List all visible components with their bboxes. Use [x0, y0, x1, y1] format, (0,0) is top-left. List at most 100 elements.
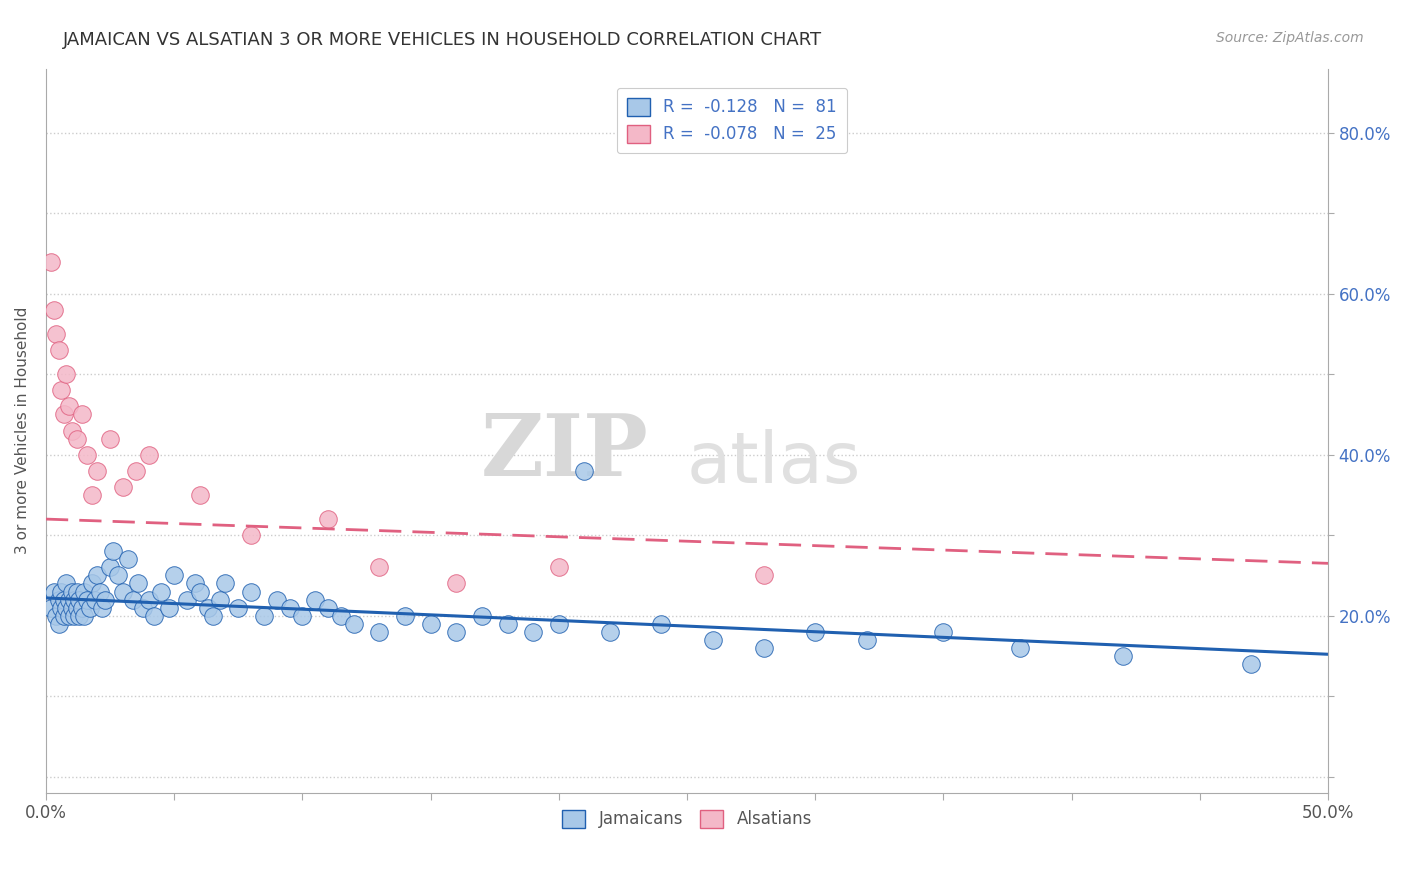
Point [60, 600, 83, 615]
Point [67, 592, 90, 607]
Point [214, 576, 236, 591]
Point [650, 616, 672, 631]
Point [51, 384, 73, 398]
Point [599, 624, 621, 639]
Point [73, 584, 96, 599]
Point [63, 608, 86, 623]
Point [138, 592, 160, 607]
Point [42, 302, 65, 317]
Point [157, 600, 180, 615]
Point [304, 592, 326, 607]
Point [79, 600, 101, 615]
Point [471, 608, 494, 623]
Point [58, 592, 80, 607]
Legend: Jamaicans, Alsatians: Jamaicans, Alsatians [555, 803, 818, 835]
Point [329, 608, 352, 623]
Point [122, 592, 145, 607]
Point [52, 608, 75, 623]
Point [150, 584, 173, 599]
Point [60, 424, 83, 438]
Point [419, 616, 441, 631]
Point [48, 343, 70, 358]
Point [291, 608, 314, 623]
Point [125, 464, 148, 478]
Point [368, 560, 391, 574]
Point [343, 616, 366, 631]
Point [446, 624, 468, 639]
Point [98, 432, 121, 446]
Point [94, 592, 117, 607]
Point [70, 408, 93, 422]
Point [55, 368, 77, 382]
Point [45, 326, 67, 341]
Point [51, 600, 73, 615]
Point [226, 600, 249, 615]
Point [547, 616, 569, 631]
Point [58, 400, 80, 414]
Point [86, 464, 108, 478]
Text: atlas: atlas [688, 429, 862, 498]
Point [48, 592, 70, 607]
Point [496, 616, 519, 631]
Point [702, 632, 724, 647]
Text: JAMAICAN VS ALSATIAN 3 OR MORE VEHICLES IN HOUSEHOLD CORRELATION CHART: JAMAICAN VS ALSATIAN 3 OR MORE VEHICLES … [63, 31, 823, 49]
Point [52, 408, 75, 422]
Point [82, 488, 104, 502]
Point [51, 584, 73, 599]
Point [188, 584, 211, 599]
Point [316, 600, 339, 615]
Point [240, 584, 263, 599]
Point [547, 560, 569, 574]
Point [66, 600, 89, 615]
Text: Source: ZipAtlas.com: Source: ZipAtlas.com [1216, 31, 1364, 45]
Point [394, 608, 416, 623]
Point [176, 592, 198, 607]
Point [52, 592, 75, 607]
Point [188, 488, 211, 502]
Point [197, 600, 219, 615]
Point [266, 592, 288, 607]
Point [89, 584, 111, 599]
Point [45, 608, 67, 623]
Point [111, 480, 134, 494]
Point [278, 600, 301, 615]
Point [73, 608, 96, 623]
Point [107, 568, 129, 582]
Point [82, 576, 104, 591]
Point [101, 544, 124, 558]
Y-axis label: 3 or more Vehicles in Household: 3 or more Vehicles in Household [15, 307, 30, 554]
Point [855, 632, 877, 647]
Point [522, 624, 544, 639]
Text: ZIP: ZIP [481, 410, 648, 494]
Point [42, 584, 65, 599]
Point [66, 584, 89, 599]
Point [63, 592, 86, 607]
Point [316, 512, 339, 526]
Point [446, 576, 468, 591]
Point [76, 592, 98, 607]
Point [117, 552, 139, 566]
Point [98, 560, 121, 574]
Point [574, 464, 596, 478]
Point [83, 592, 105, 607]
Point [1112, 648, 1135, 663]
Point [55, 576, 77, 591]
Point [163, 568, 186, 582]
Point [76, 448, 98, 462]
Point [201, 608, 224, 623]
Point [58, 608, 80, 623]
Point [60, 584, 83, 599]
Point [66, 432, 89, 446]
Point [55, 600, 77, 615]
Point [39, 600, 62, 615]
Point [132, 600, 155, 615]
Point [804, 624, 827, 639]
Point [127, 576, 149, 591]
Point [253, 608, 276, 623]
Point [138, 448, 160, 462]
Point [111, 584, 134, 599]
Point [91, 600, 114, 615]
Point [142, 608, 165, 623]
Point [209, 592, 232, 607]
Point [183, 576, 205, 591]
